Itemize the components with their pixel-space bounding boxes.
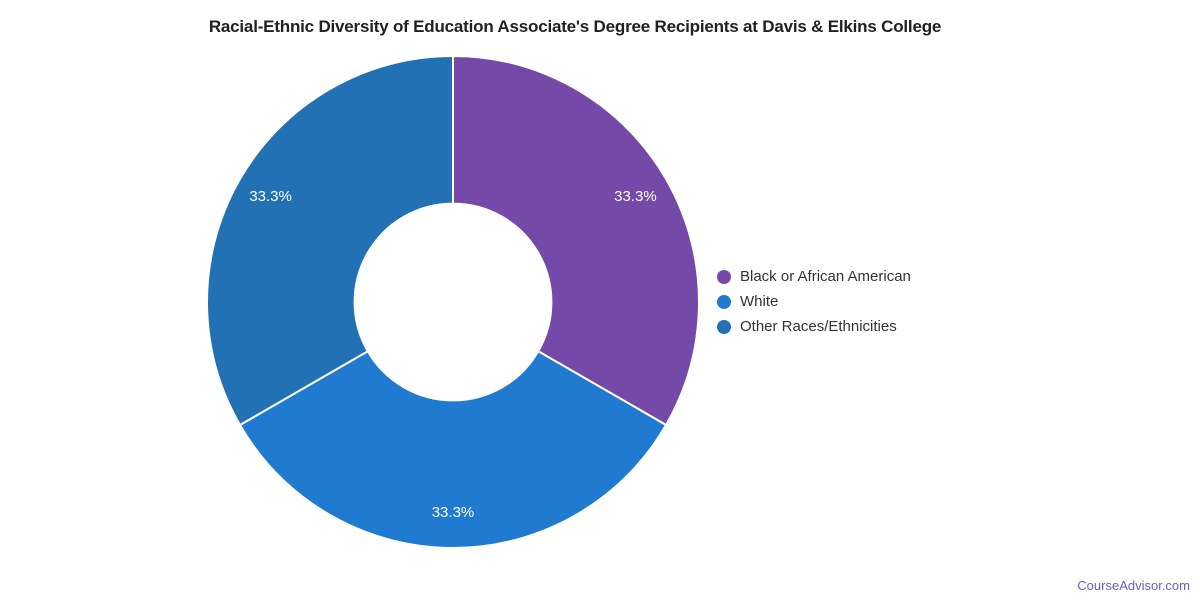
legend-dot-icon [717,269,731,284]
legend-dot-icon [717,319,731,334]
legend-item-other-races-ethnicities: Other Races/Ethnicities [717,314,911,339]
chart-title: Racial-Ethnic Diversity of Education Ass… [208,17,942,36]
slice-value-label-white: 33.3% [432,504,475,521]
pie-slice-other-races-ethnicities [206,55,454,426]
legend-dot-icon [717,294,731,309]
slice-value-label-other-races-ethnicities: 33.3% [249,188,292,205]
slice-value-label-black-or-african-american: 33.3% [614,188,657,205]
legend-item-black-or-african-american: Black or African American [717,264,911,289]
legend-label: Black or African American [740,268,911,285]
pie-slice-white [238,350,668,549]
pie-slice-black-or-african-american [452,55,700,426]
legend-label: White [740,293,779,310]
legend-item-white: White [717,289,911,314]
watermark-link[interactable]: CourseAdvisor.com [1077,578,1190,593]
legend-label: Other Races/Ethnicities [740,318,897,335]
legend: Black or African American White Other Race… [717,264,911,339]
